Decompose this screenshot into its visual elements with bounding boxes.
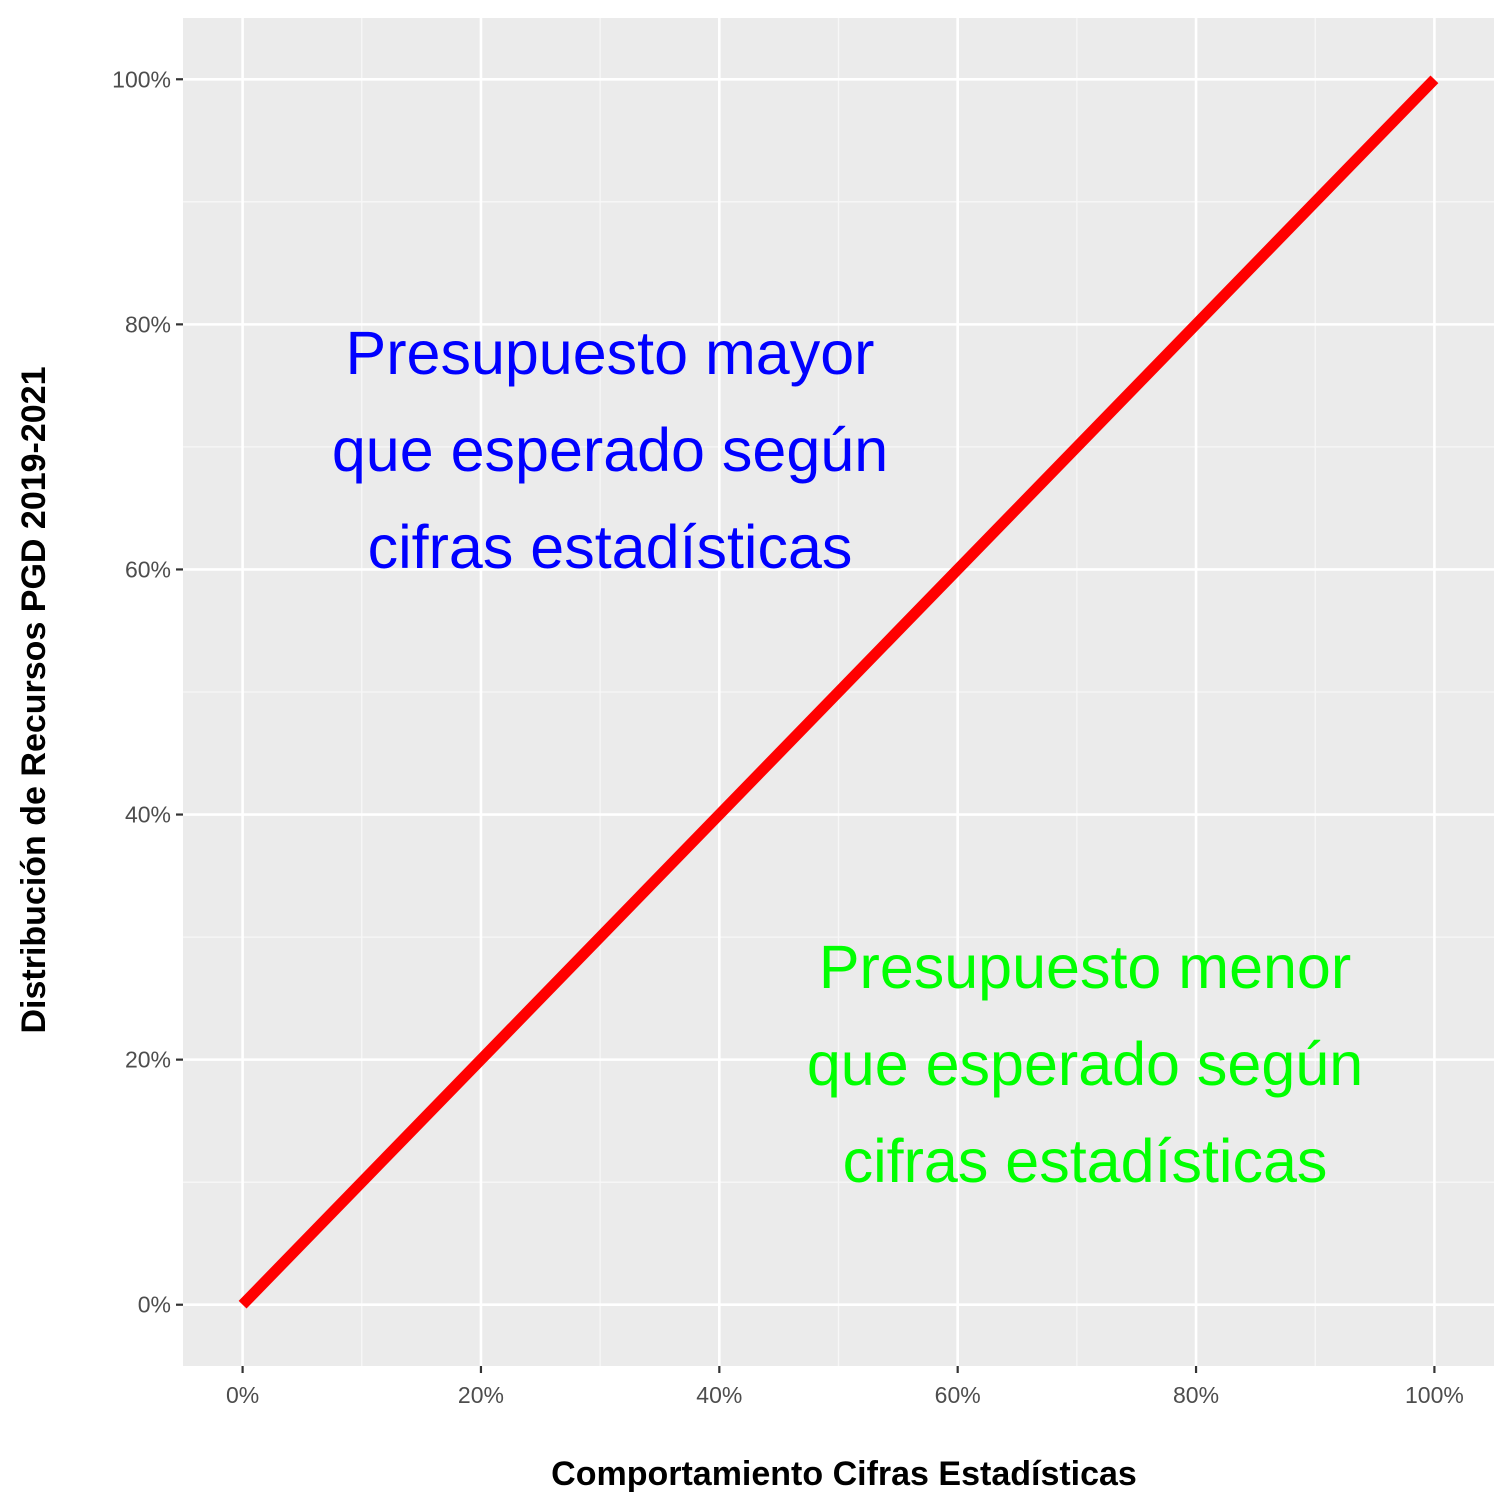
x-tick-label: 100% <box>1405 1382 1464 1408</box>
y-axis-title: Distribución de Recursos PGD 2019-2021 <box>15 366 53 1033</box>
annotation-layer: Presupuesto mayor que esperado según cifra… <box>332 319 1363 1195</box>
annotation-above-line: Presupuesto mayor que esperado según cifra… <box>332 319 888 581</box>
annotation-line: Presupuesto menor <box>819 933 1351 1001</box>
y-tick-label: 0% <box>138 1292 171 1318</box>
x-tick-label: 0% <box>226 1382 259 1408</box>
x-tick-label: 40% <box>696 1382 742 1408</box>
grid-major <box>183 18 1494 1366</box>
annotation-line: Presupuesto mayor <box>346 319 875 387</box>
y-tick-label: 100% <box>112 66 171 92</box>
annotation-line: cifras estadísticas <box>368 513 853 581</box>
y-tick-label: 60% <box>125 556 171 582</box>
x-tick-label: 60% <box>935 1382 981 1408</box>
y-tick-label: 40% <box>125 802 171 828</box>
annotation-below-line: Presupuesto menor que esperado según cifra… <box>807 933 1363 1195</box>
series-line <box>238 75 1439 1309</box>
annotation-line: que esperado según <box>807 1030 1363 1098</box>
annotation-line: que esperado según <box>332 416 888 484</box>
x-axis: 0% 20% 40% 60% 80% 100% <box>226 1366 1464 1408</box>
x-tick-label: 80% <box>1173 1382 1219 1408</box>
y-tick-label: 20% <box>125 1047 171 1073</box>
y-axis: 0% 20% 40% 60% 80% 100% <box>112 66 183 1318</box>
annotation-line: cifras estadísticas <box>843 1127 1328 1195</box>
series-layer <box>238 75 1439 1309</box>
x-axis-title: Comportamiento Cifras Estadísticas <box>551 1455 1137 1493</box>
x-tick-label: 20% <box>458 1382 504 1408</box>
y-tick-label: 80% <box>125 311 171 337</box>
